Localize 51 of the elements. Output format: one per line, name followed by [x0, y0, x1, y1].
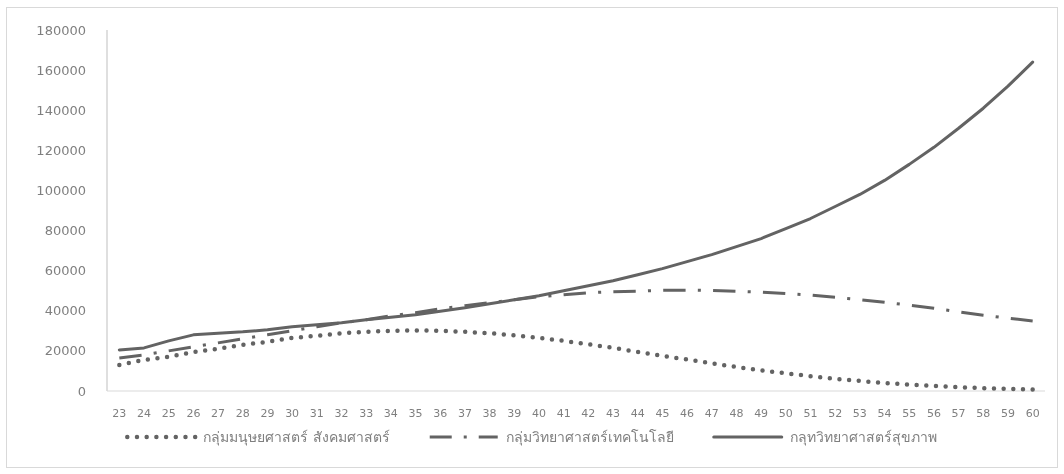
x-tick-label: 44 [630, 407, 645, 420]
legend-label: กลุทวิทยาศาสตร์สุขภาพ [789, 429, 937, 446]
x-tick-label: 34 [383, 407, 398, 420]
y-tick-label: 0 [77, 383, 86, 399]
x-tick-label: 59 [1000, 407, 1015, 420]
x-tick-label: 52 [828, 407, 843, 420]
y-tick-label: 160000 [36, 62, 86, 78]
x-tick-label: 43 [606, 407, 621, 420]
x-tick-label: 57 [951, 407, 966, 420]
x-tick-label: 49 [754, 407, 769, 420]
x-tick-label: 32 [334, 407, 349, 420]
x-tick-label: 30 [285, 407, 300, 420]
x-tick-label: 46 [680, 407, 695, 420]
x-tick-label: 35 [408, 407, 423, 420]
x-tick-label: 38 [482, 407, 497, 420]
y-tick-label: 80000 [44, 223, 86, 239]
x-tick-label: 23 [112, 407, 127, 420]
x-tick-label: 40 [531, 407, 546, 420]
x-tick-label: 31 [309, 407, 324, 420]
y-tick-label: 100000 [36, 182, 86, 198]
legend-label: กลุ่มวิทยาศาสตร์เทคโนโลยี [505, 429, 674, 446]
x-tick-label: 29 [260, 407, 275, 420]
x-tick-label: 36 [433, 407, 448, 420]
x-tick-label: 25 [161, 407, 176, 420]
x-tick-label: 41 [556, 407, 571, 420]
legend-label: กลุ่มมนุษยศาสตร์ สังคมศาสตร์ [203, 429, 390, 446]
x-tick-label: 51 [803, 407, 818, 420]
x-tick-label: 50 [778, 407, 793, 420]
x-tick-label: 54 [877, 407, 892, 420]
x-tick-label: 45 [655, 407, 670, 420]
x-tick-label: 39 [507, 407, 522, 420]
y-tick-label: 60000 [44, 263, 86, 279]
x-tick-label: 33 [359, 407, 374, 420]
x-tick-label: 55 [902, 407, 917, 420]
x-tick-label: 58 [976, 407, 991, 420]
x-tick-label: 53 [852, 407, 867, 420]
x-tick-label: 42 [581, 407, 596, 420]
y-tick-label: 20000 [44, 343, 86, 359]
y-tick-label: 40000 [44, 303, 86, 319]
x-tick-label: 37 [457, 407, 472, 420]
x-tick-label: 27 [211, 407, 226, 420]
x-tick-label: 26 [186, 407, 201, 420]
x-tick-label: 24 [137, 407, 152, 420]
x-tick-label: 28 [235, 407, 250, 420]
x-tick-label: 56 [926, 407, 941, 420]
x-tick-label: 47 [704, 407, 719, 420]
y-tick-label: 180000 [36, 22, 86, 38]
y-tick-label: 120000 [36, 142, 86, 158]
y-tick-label: 140000 [36, 102, 86, 118]
x-tick-label: 48 [729, 407, 744, 420]
x-tick-label: 60 [1025, 407, 1040, 420]
